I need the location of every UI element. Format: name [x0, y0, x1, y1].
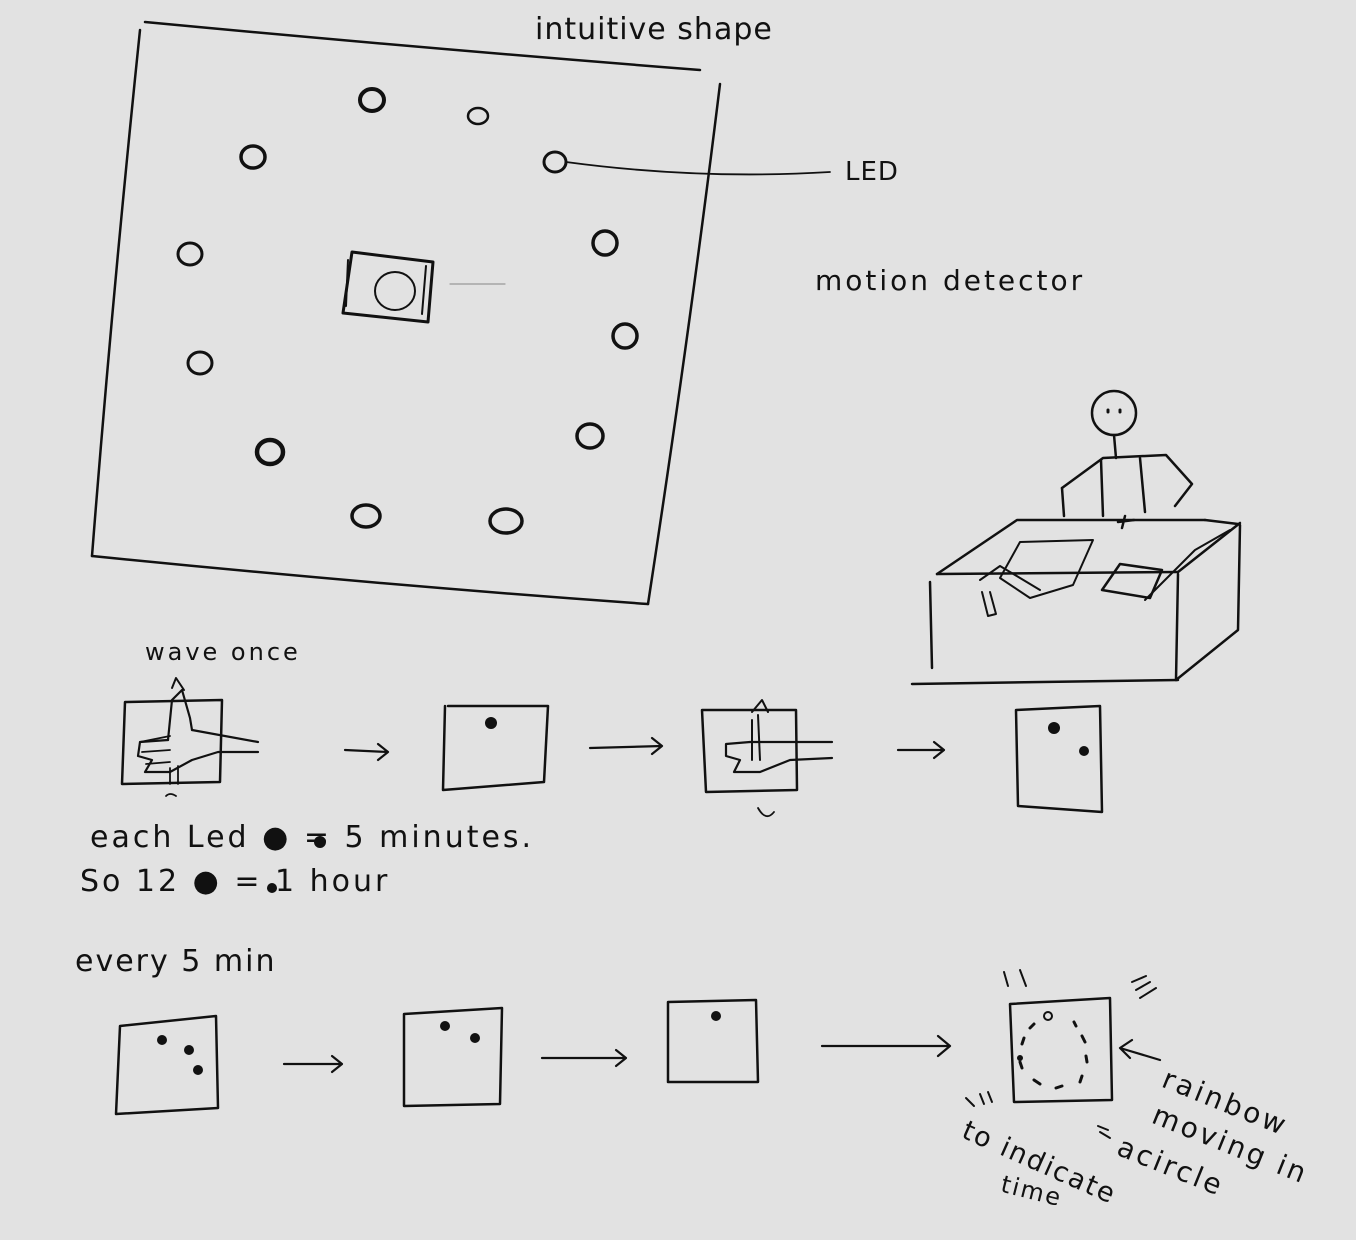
motion-detector [341, 250, 435, 324]
led-label: LED [845, 157, 899, 187]
led-ring [176, 87, 639, 535]
device-panel [90, 20, 722, 606]
led-circle [611, 322, 639, 350]
led-circle [176, 241, 204, 267]
wave-frame-1 [120, 698, 224, 786]
wave-sequence [120, 677, 1104, 818]
countdown-frame-rainbow [1008, 996, 1114, 1104]
led-circle [350, 503, 382, 529]
led-dot-symbol [267, 883, 277, 893]
led-circle [466, 106, 490, 126]
title-label: intuitive shape [535, 12, 773, 47]
countdown-frame-3 [666, 998, 760, 1084]
led-dot-symbol [314, 836, 326, 848]
arrow [588, 736, 664, 756]
arrow [343, 742, 390, 762]
motion-detector-label: motion detector [815, 264, 1086, 297]
led-circle [239, 144, 267, 170]
led-circle [186, 350, 214, 376]
arrow [540, 1048, 628, 1068]
arrow [282, 1054, 344, 1074]
person-at-desk-illustration [910, 389, 1242, 686]
arrow [1118, 1038, 1162, 1062]
each-led-note: each Led ● = 5 minutes. [90, 820, 535, 855]
led-circle [358, 87, 386, 113]
led-circle [542, 150, 568, 174]
arrow [896, 740, 946, 760]
so-12-note: So 12 ● = 1 hour [80, 864, 391, 899]
led-circle [575, 422, 605, 450]
wave-frame-4 [1014, 704, 1104, 814]
led-circle [488, 507, 524, 535]
every-5-min-label: every 5 min [75, 944, 277, 979]
every-5-min-sequence [114, 969, 1162, 1139]
led-circle [591, 229, 619, 257]
wave-frame-2 [441, 704, 550, 792]
wave-once-label: wave once [145, 638, 301, 666]
arrow [820, 1034, 952, 1058]
wave-frame-3 [700, 708, 799, 794]
led-leader-line [565, 161, 831, 176]
countdown-frame-2 [402, 1006, 504, 1108]
countdown-frame-1 [114, 1014, 220, 1116]
led-circle [254, 437, 286, 467]
